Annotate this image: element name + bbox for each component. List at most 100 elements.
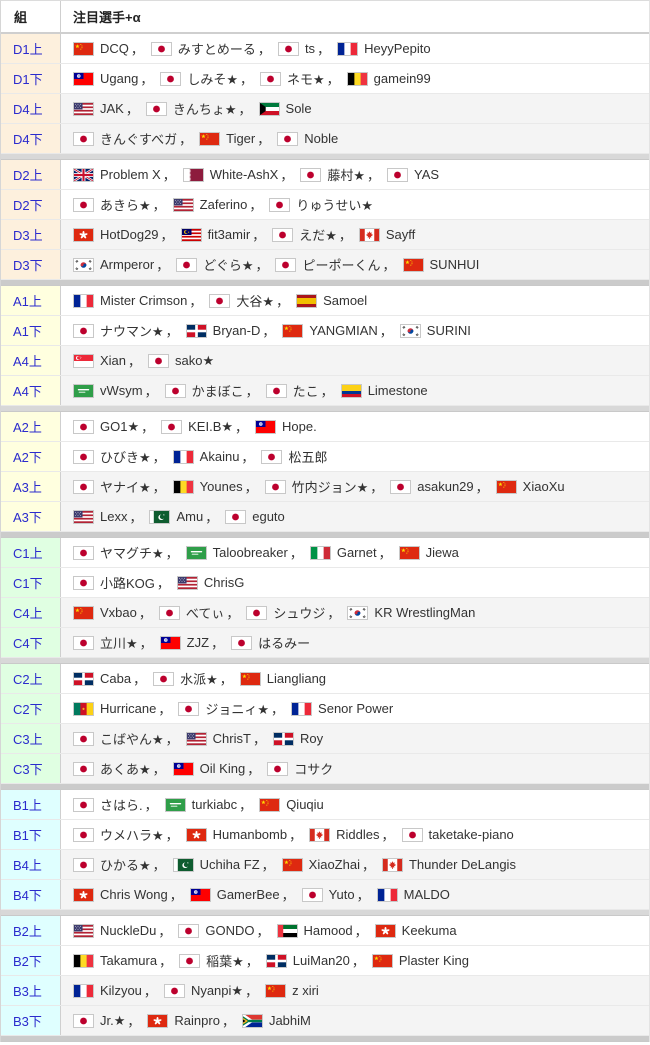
player-separator: ， [245,984,259,999]
player-name: Keekuma [401,923,457,938]
group-label-A2下[interactable]: A2下 [1,442,61,471]
player-entry: XiaoZhai [281,857,360,872]
player-separator: ， [140,72,154,87]
player-name: XiaoXu [522,479,565,494]
group-label-B4下[interactable]: B4下 [1,880,61,909]
table-row: D1下 Ugang，しみそ★，ネモ★， gamein99 [1,64,649,94]
player-entry: Yuto [301,887,355,902]
table-row: C3上 こばやん★， ChrisT， Roy [1,724,649,754]
player-name: Armperor [100,257,155,272]
player-name: Vxbao [100,605,137,620]
player-entry: taketake-piano [401,827,514,842]
group-label-B3上[interactable]: B3上 [1,976,61,1005]
player-separator: ， [257,42,271,57]
player-separator: ， [276,294,290,309]
table-row: C4上 Vxbao，べてぃ，シュウジ， KR WrestlingMan [1,598,649,628]
group-label-C1下[interactable]: C1下 [1,568,61,597]
china-flag-icon [199,131,221,146]
player-name: ヤナイ★ [100,480,151,495]
player-separator: ， [152,480,166,495]
group-label-B4上[interactable]: B4上 [1,850,61,879]
group-label-A3上[interactable]: A3上 [1,472,61,501]
group-label-A1下[interactable]: A1下 [1,316,61,345]
group-label-C1上[interactable]: C1上 [1,538,61,567]
player-separator: ， [241,450,255,465]
block-separator [1,910,649,916]
player-name: Jiewa [425,545,459,560]
player-name: Garnet [336,545,377,560]
player-name: ChrisT [212,731,251,746]
group-label-A4上[interactable]: A4上 [1,346,61,375]
group-label-A4下[interactable]: A4下 [1,376,61,405]
player-name: ナウマン★ [100,324,164,339]
group-label-D3下[interactable]: D3下 [1,250,61,279]
player-separator: ， [247,762,261,777]
player-name: SUNHUI [429,257,480,272]
taiwan-flag-icon [73,71,94,86]
japan-flag-icon [246,605,268,620]
player-entry: Plaster King [371,953,469,968]
player-name: Oil King [199,761,246,776]
group-label-D3上[interactable]: D3上 [1,220,61,249]
player-separator: ， [226,606,240,621]
group-label-D2上[interactable]: D2上 [1,160,61,189]
players-cell: ウメハラ★， Humanbomb， Riddles， taketake-piano [61,820,649,849]
player-name: ChrisG [203,575,245,590]
player-entry: SURINI [399,323,471,338]
players-cell: きんぐすべガ， Tiger， Noble [61,124,649,153]
group-label-D4下[interactable]: D4下 [1,124,61,153]
player-entry: DCQ [73,41,129,56]
player-entry: Mister Crimson [73,293,187,308]
players-cell: Hurricane，ジョニィ★， Senor Power [61,694,649,723]
player-name: Roy [299,731,324,746]
group-label-B1上[interactable]: B1上 [1,790,61,819]
group-label-C3上[interactable]: C3上 [1,724,61,753]
group-label-B3下[interactable]: B3下 [1,1006,61,1035]
player-name: みすとめーる [177,42,256,57]
players-cell: ナウマン★， Bryan-D， YANGMIAN， SURINI [61,316,649,345]
group-label-C4上[interactable]: C4上 [1,598,61,627]
player-entry: eguto [225,509,285,524]
table-row: A1上 Mister Crimson，大谷★， Samoel [1,286,649,316]
player-name: Sayff [385,227,416,242]
player-separator: ， [261,858,275,873]
player-entry: SUNHUI [402,257,480,272]
group-label-C4下[interactable]: C4下 [1,628,61,657]
group-label-A2上[interactable]: A2上 [1,412,61,441]
group-label-D1下[interactable]: D1下 [1,64,61,93]
united-arab-emirates-flag-icon [276,923,298,938]
group-label-D4上[interactable]: D4上 [1,94,61,123]
group-label-C2下[interactable]: C2下 [1,694,61,723]
player-name: Samoel [323,293,368,308]
player-entry: あくあ★ [73,759,151,778]
table-row: D4上 JAK，きんちょ★， Sole [1,94,649,124]
south-africa-flag-icon [241,1013,263,1028]
group-label-D1上[interactable]: D1上 [1,34,61,63]
japan-flag-icon [73,449,94,464]
group-label-A3下[interactable]: A3下 [1,502,61,531]
group-label-B2上[interactable]: B2上 [1,916,61,945]
japan-flag-icon [160,71,182,86]
group-label-A1上[interactable]: A1上 [1,286,61,315]
china-flag-icon [402,257,424,272]
player-separator: ， [379,324,393,339]
group-label-B1下[interactable]: B1下 [1,820,61,849]
group-label-B2下[interactable]: B2下 [1,946,61,975]
table-row: D2上 Problem X， White-AshX，藤村★， YAS [1,160,649,190]
player-name: Lexx [100,509,128,524]
japan-flag-icon [148,353,170,368]
players-cell: GO1★， KEI.B★， Hope. [61,412,649,441]
group-label-C2上[interactable]: C2上 [1,664,61,693]
group-label-D2下[interactable]: D2下 [1,190,61,219]
table-row: B1下 ウメハラ★， Humanbomb， Riddles， taketake-pian… [1,820,649,850]
hong-kong-flag-icon [147,1013,169,1028]
belgium-flag-icon [73,953,94,968]
table-row: B2上 NuckleDu， GONDO， Hamood， Keekuma [1,916,649,946]
china-flag-icon [73,41,94,56]
group-label-C3下[interactable]: C3下 [1,754,61,783]
south-korea-flag-icon [399,323,421,338]
france-flag-icon [376,887,398,902]
player-separator: ， [165,546,179,561]
table-body: D1上 DCQ，みすとめーる， ts， HeyyPepito D1下 Ugang，しみそ★… [1,34,649,1042]
